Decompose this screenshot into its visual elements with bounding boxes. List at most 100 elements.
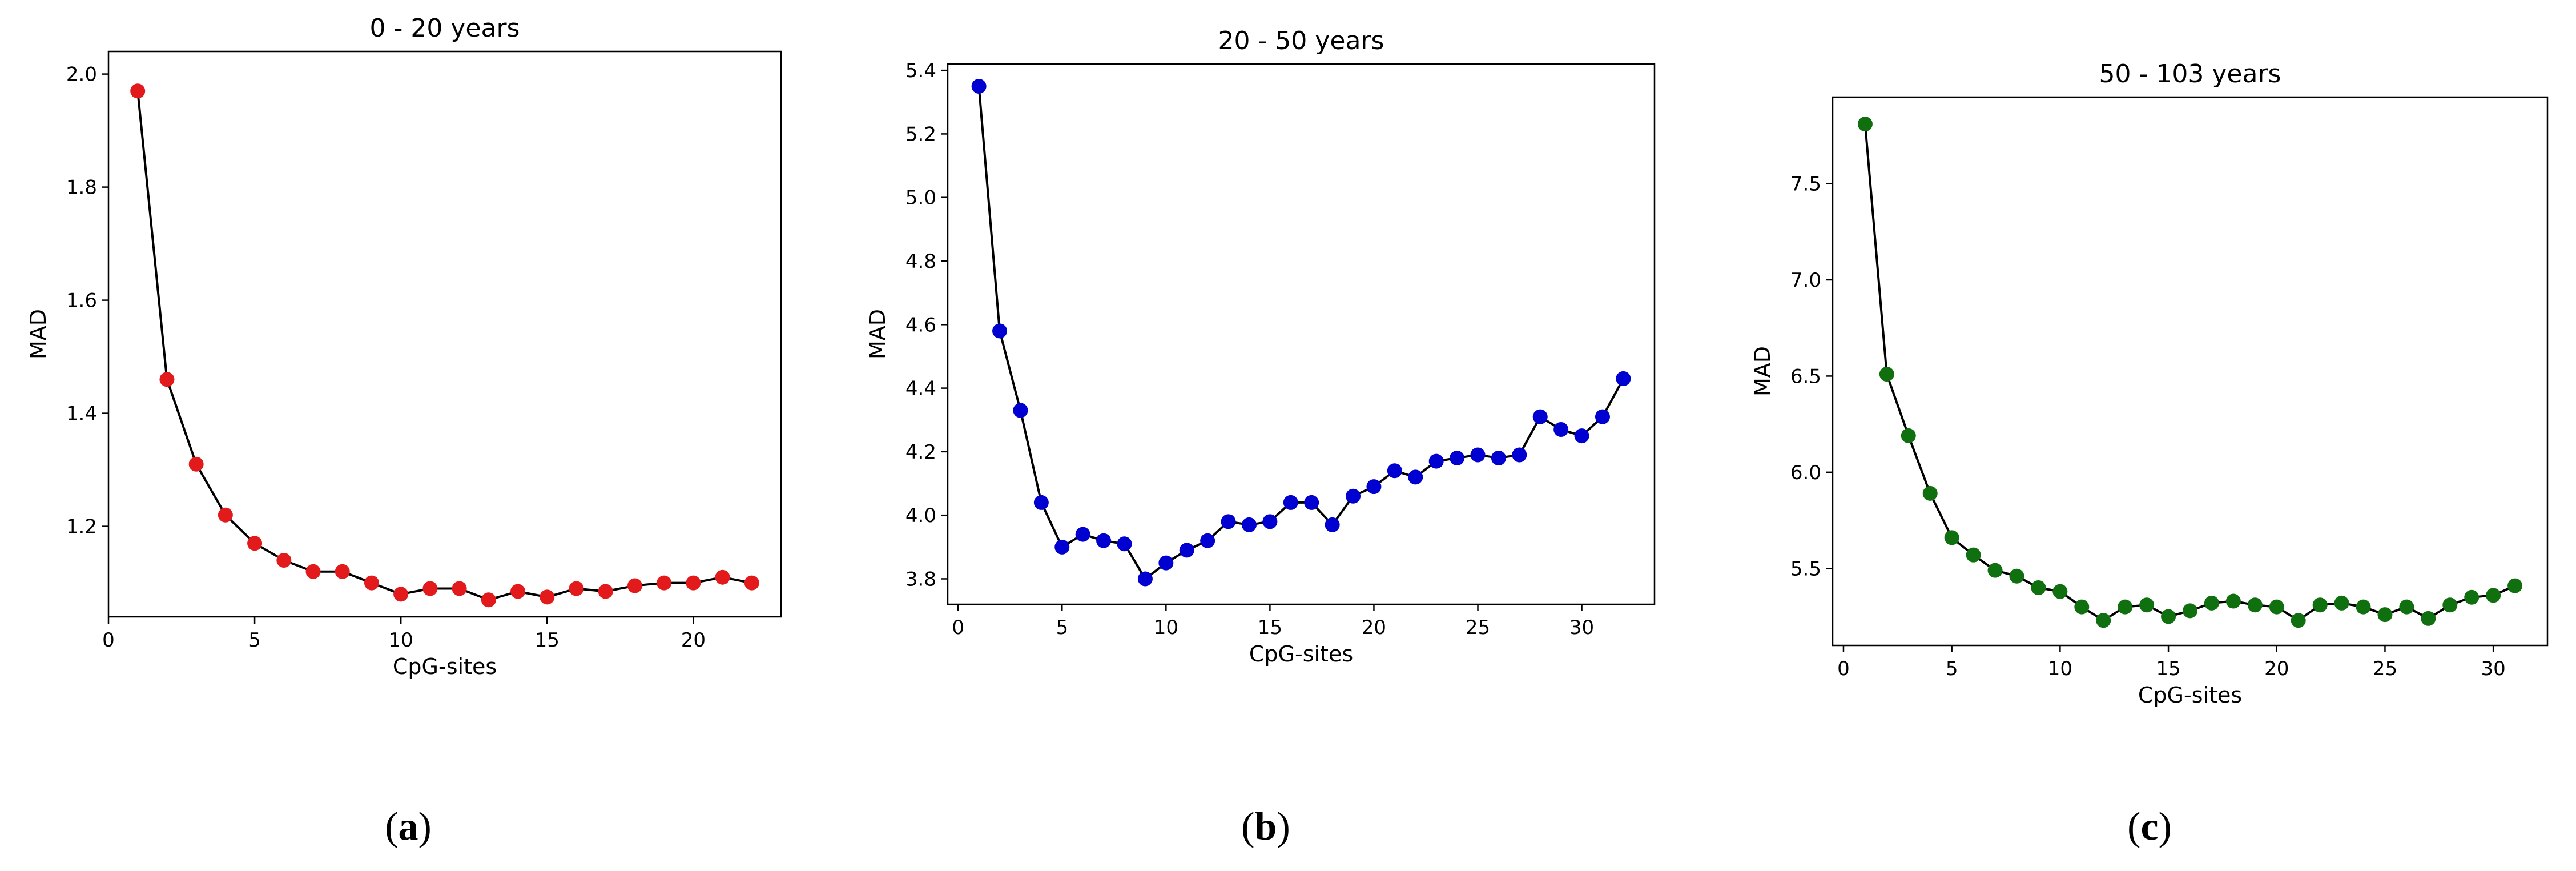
data-point [1879,367,1894,382]
data-point [218,507,233,523]
data-point [686,575,701,591]
data-point [305,564,321,579]
data-point [744,575,759,591]
data-point [2507,578,2523,593]
data-point [2486,588,2501,603]
y-tick-label: 5.0 [905,187,936,210]
data-point [598,584,613,599]
data-point [1987,563,2003,578]
chart-panel-b: 20 - 50 years 0 5 10 15 20 25 30 3.8 4.0 4.2 4.4 4.6… [865,26,1656,849]
x-tick-label: 5 [248,629,261,652]
data-point [715,569,730,585]
chart-panel-c: 50 - 103 years 0 5 10 15 20 25 30 5.5 6.0 6.5 7.0 7.… [1750,59,2549,849]
series-line [136,91,752,601]
data-point [1033,495,1049,510]
x-axis-label: CpG-sites [393,654,497,679]
data-point [1532,409,1548,424]
data-point [2399,599,2414,615]
data-point [2421,611,2436,626]
data-point [2009,568,2024,584]
y-tick-label: 4.2 [905,441,936,464]
data-point [1922,485,1938,501]
data-point [992,323,1008,339]
y-tick-label: 6.5 [1790,365,1821,388]
data-point [971,78,987,94]
plot-frame [107,50,782,618]
y-tick-label: 5.2 [905,123,936,146]
data-point [2183,603,2197,619]
x-tick-label: 20 [2264,657,2289,680]
x-tick-label: 15 [1258,616,1282,639]
data-point [159,372,175,387]
data-point [2096,613,2111,628]
data-point [1179,543,1194,558]
data-point [1901,428,1916,443]
y-tick-label: 1.4 [66,403,97,426]
data-point [569,581,584,596]
y-tick-label: 2.0 [66,63,97,86]
data-point [1408,469,1423,485]
x-tick-label: 15 [535,629,560,652]
x-tick-label: 30 [1569,616,1594,639]
data-point [1346,488,1361,504]
x-tick-label: 0 [1837,657,1850,680]
data-point [1304,495,1319,510]
y-tick-label: 1.2 [66,516,97,539]
data-point [1137,571,1153,587]
data-point [1096,533,1112,548]
y-tick-label: 5.5 [1790,557,1821,580]
data-point [2118,599,2133,615]
y-axis-label: MAD [1750,346,1775,396]
data-point [1470,447,1486,463]
y-tick-label: 7.5 [1790,173,1821,196]
data-point [1387,463,1402,479]
data-point [2225,593,2241,609]
data-point [1283,495,1298,510]
x-tick-label: 20 [1362,616,1386,639]
data-point [130,83,146,99]
x-tick-label: 5 [1056,616,1068,639]
x-tick-label: 20 [681,629,706,652]
x-tick-label: 10 [1154,616,1178,639]
data-point [627,578,642,593]
data-point [2334,595,2349,611]
data-point [1616,371,1631,386]
y-tick-label: 4.6 [905,314,936,336]
data-point [2074,599,2090,615]
chart-title: 50 - 103 years [2099,59,2281,89]
y-tick-label: 7.0 [1790,269,1821,292]
x-tick-label: 25 [2373,657,2397,680]
data-point [1857,117,1873,132]
data-point [510,584,526,599]
data-point [1075,527,1090,542]
x-axis-label: CpG-sites [2138,683,2242,708]
chart-title: 20 - 50 years [1218,26,1384,55]
data-point [393,587,409,602]
data-point [247,536,263,551]
series-line [1863,124,2515,622]
y-tick-label: 4.0 [905,504,936,527]
series-line [977,86,1625,581]
data-point [2377,607,2393,623]
data-point [1221,514,1236,529]
y-axis-label: MAD [865,309,890,359]
data-point [1553,422,1569,437]
x-tick-label: 10 [389,629,413,652]
data-point [2312,597,2328,613]
x-axis-label: CpG-sites [1249,641,1353,667]
data-point [2247,597,2263,613]
data-point [1262,514,1278,529]
y-axis-label: MAD [26,309,51,359]
data-point [335,564,350,579]
x-tick-label: 5 [1946,657,1958,680]
panel-label: (a) [385,805,432,849]
data-point [1366,479,1382,495]
x-tick-label: 25 [1466,616,1490,639]
data-point [1966,547,1981,563]
data-point [2269,599,2284,615]
data-point [1595,409,1610,424]
data-point [2031,580,2046,595]
data-point [1013,403,1028,418]
data-point [188,456,204,472]
data-point [1944,530,1959,545]
